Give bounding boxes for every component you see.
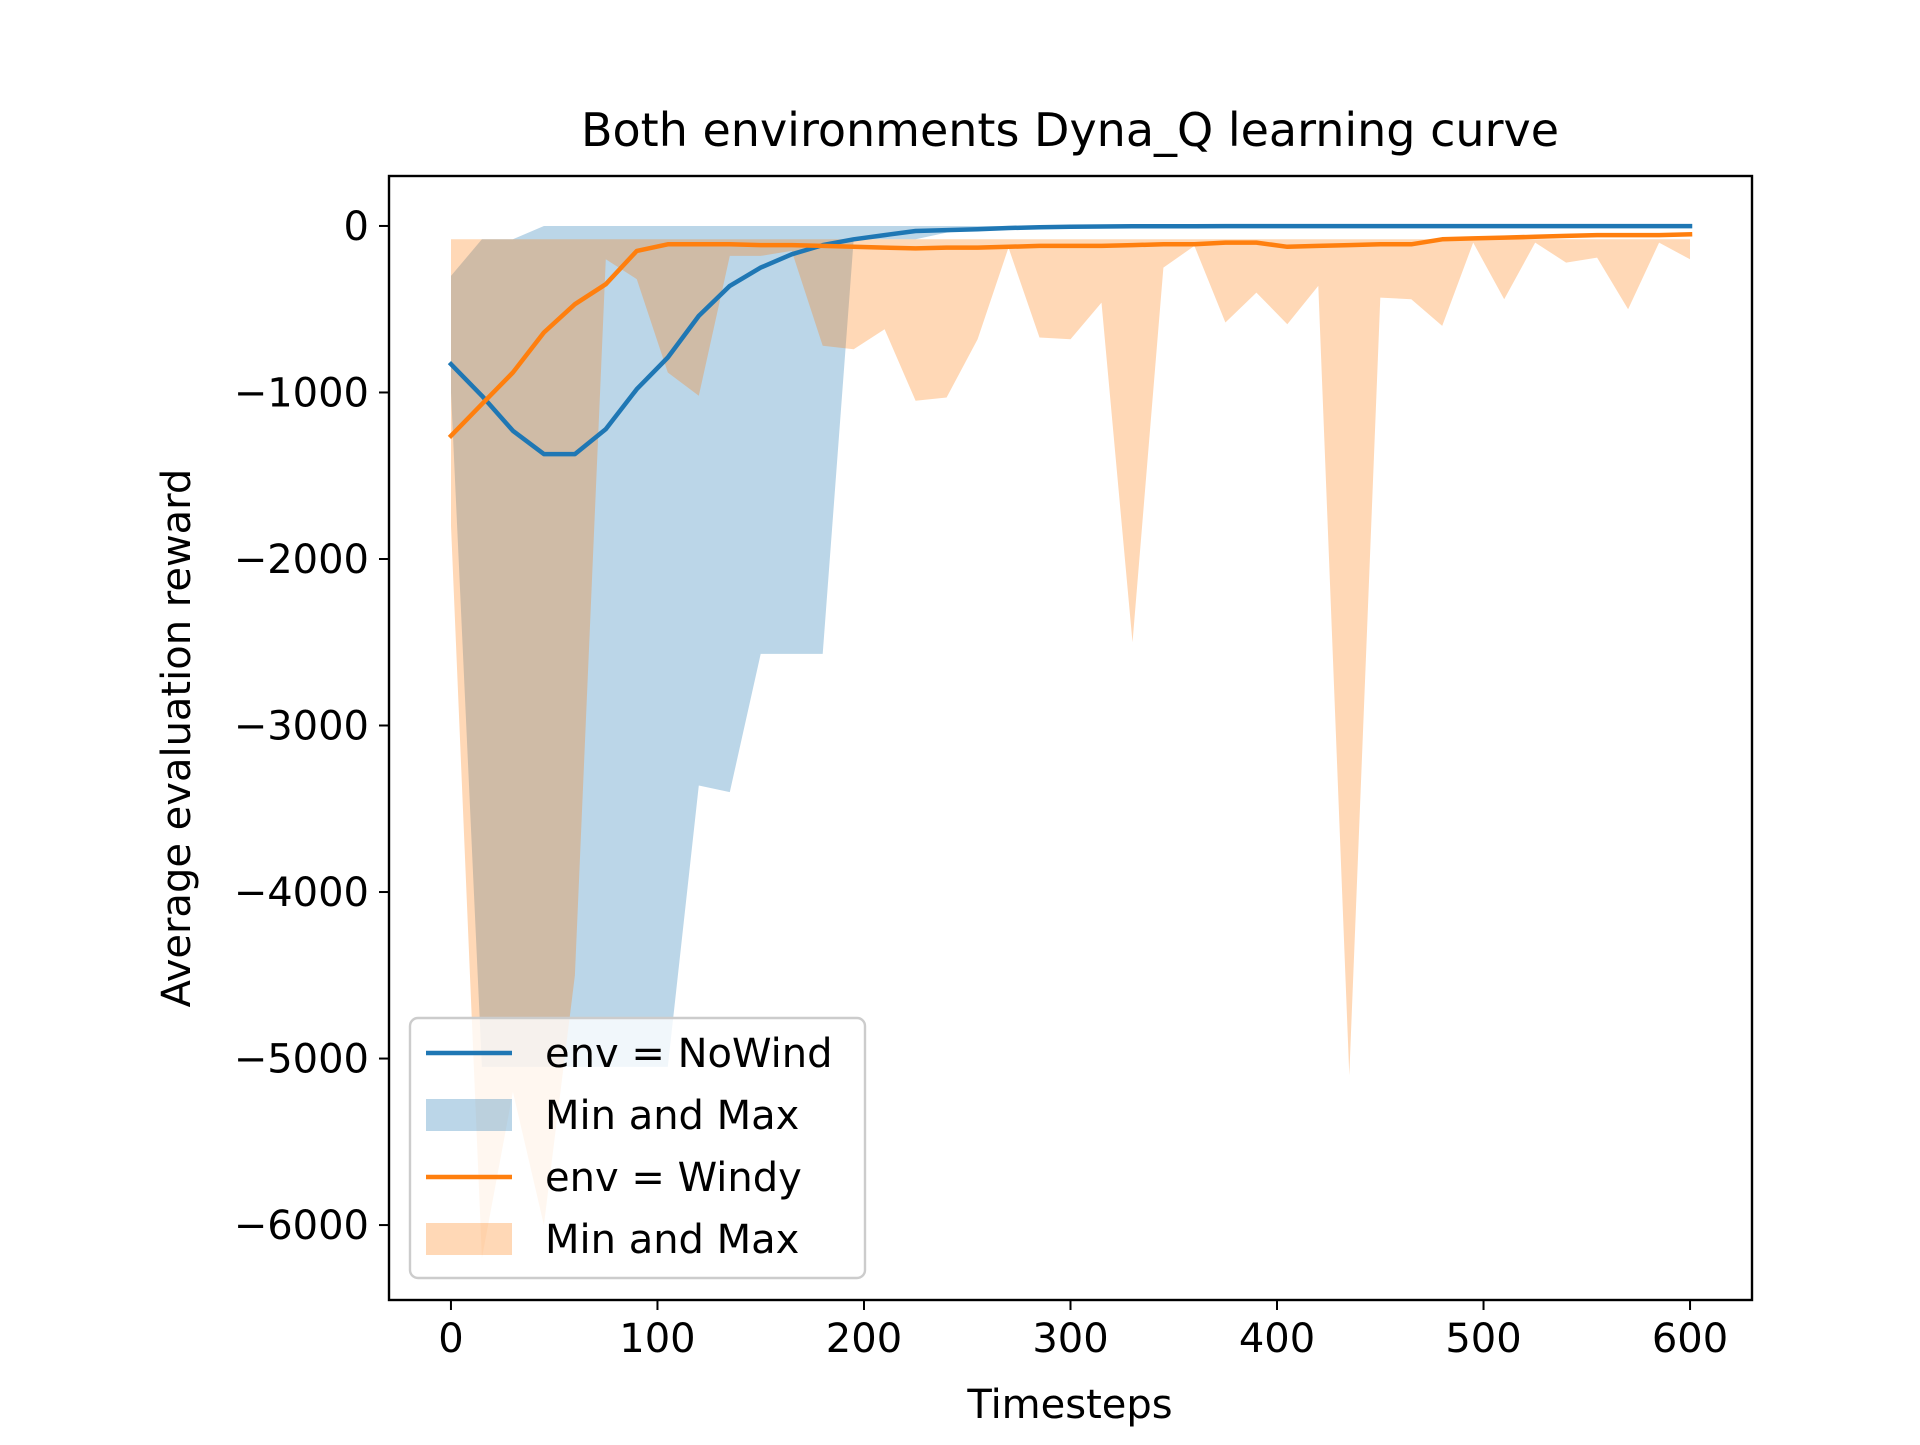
- series-1-mean-line: [447, 231, 1693, 439]
- x-axis-ticks: 0 100 200 300 400 500 600: [438, 1300, 1728, 1362]
- series-0-mean-line: [447, 223, 1693, 457]
- x-tick-label: 600: [1652, 1316, 1728, 1362]
- legend: env = NoWind Min and Max env = Windy Min an…: [408, 1016, 867, 1280]
- x-tick-label: 400: [1239, 1316, 1315, 1362]
- y-tick-label: −6000: [234, 1203, 369, 1249]
- series-1-min-max-band: [451, 239, 1690, 1259]
- legend-band-swatch: [426, 1223, 512, 1255]
- y-axis-ticks: 0 −1000 −2000 −3000 −4000 −5000 −6000: [234, 204, 389, 1249]
- legend-entry-label: env = Windy: [545, 1155, 802, 1201]
- legend-entry-label: env = NoWind: [545, 1031, 833, 1077]
- y-tick-label: −4000: [234, 870, 369, 916]
- min-max-bands: [451, 226, 1690, 1259]
- legend-entry-label: Min and Max: [545, 1093, 799, 1139]
- mean-lines: [447, 223, 1693, 457]
- x-tick-label: 200: [826, 1316, 902, 1362]
- x-axis-label: Timesteps: [966, 1382, 1172, 1428]
- legend-box: [408, 1016, 867, 1280]
- y-tick-label: −1000: [234, 370, 369, 416]
- y-tick-label: −2000: [234, 537, 369, 583]
- x-tick-label: 500: [1445, 1316, 1521, 1362]
- y-tick-label: −3000: [234, 704, 369, 750]
- y-axis-label: Average evaluation reward: [154, 469, 200, 1008]
- x-tick-label: 100: [619, 1316, 695, 1362]
- y-tick-label: −5000: [234, 1037, 369, 1083]
- legend-band-swatch: [426, 1099, 512, 1131]
- legend-entry-label: Min and Max: [545, 1217, 799, 1263]
- y-tick-label: 0: [344, 204, 369, 250]
- chart-title: Both environments Dyna_Q learning curve: [581, 103, 1559, 157]
- series-0-min-max-band: [451, 226, 1690, 1067]
- x-tick-label: 0: [438, 1316, 463, 1362]
- x-tick-label: 300: [1032, 1316, 1108, 1362]
